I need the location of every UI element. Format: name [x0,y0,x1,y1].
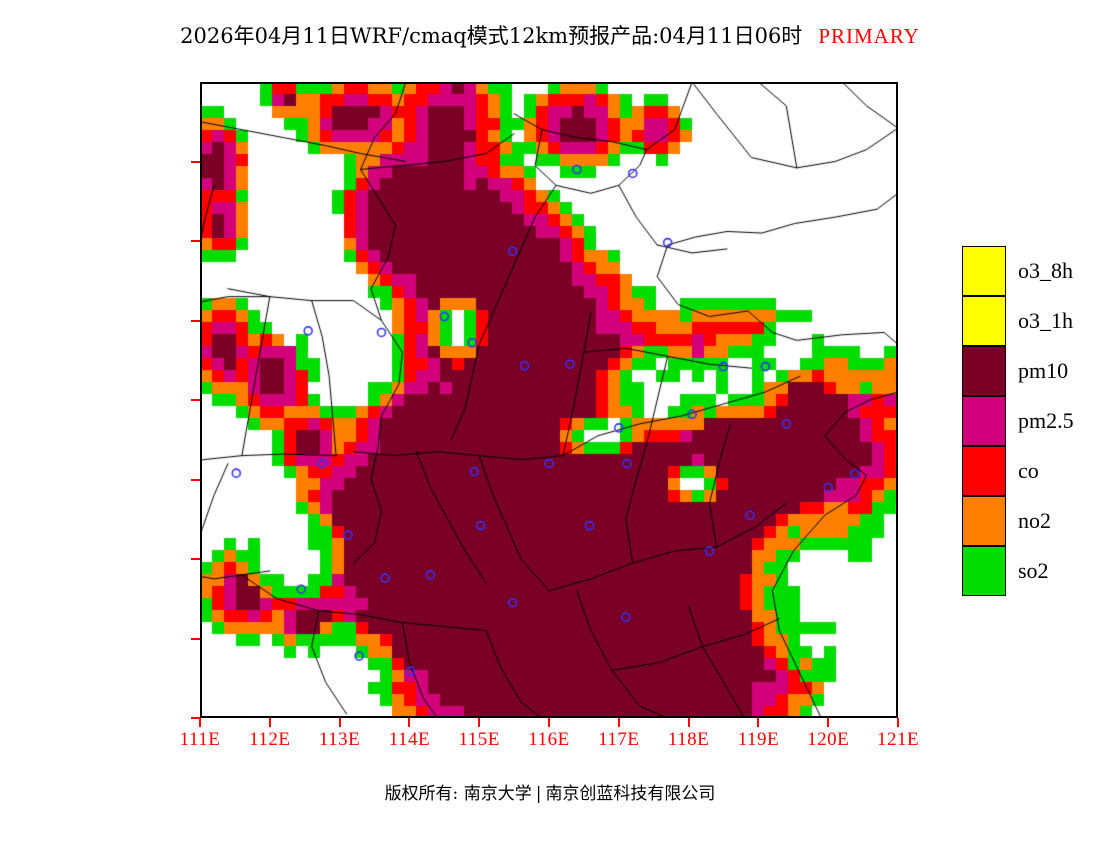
page-title: 2026年04月11日WRF/cmaq模式12km预报产品:04月11日06时 P… [0,20,1100,50]
x-tick-label-112E: 112E [249,729,291,750]
legend-label-so2: so2 [1018,558,1049,583]
legend-swatch-pm2.5 [962,396,1006,446]
legend-swatch-o3_8h [962,246,1006,296]
y-tick-mark [191,399,200,401]
x-tick-label-118E: 118E [667,729,710,750]
x-tick-label-115E: 115E [458,729,500,750]
legend-label-pm10: pm10 [1018,358,1069,383]
footer-left-text: 版权所有: 南京大学 [384,784,532,804]
x-tick-mark [687,718,690,727]
x-tick-mark [897,718,899,727]
y-tick-mark [191,558,200,560]
x-tick-mark [338,718,341,727]
x-tick-label-114E: 114E [388,729,431,750]
x-tick-label-113E: 113E [318,729,361,750]
x-tick-label-120E: 120E [807,729,850,750]
x-tick-mark [757,718,760,727]
x-tick-label-116E: 116E [528,729,570,750]
y-tick-mark [191,160,200,163]
x-tick-mark [199,718,201,727]
legend-label-no2: no2 [1018,508,1051,533]
legend-swatch-o3_1h [962,296,1006,346]
x-tick-mark [268,718,271,727]
footer-right-text: 南京创蓝科技有限公司 [545,784,716,804]
y-tick-mark [191,637,200,640]
x-tick-mark [827,718,830,727]
y-tick-mark [191,240,200,242]
legend-swatch-co [962,446,1006,496]
y-tick-mark [191,319,200,322]
x-tick-mark [548,718,550,727]
x-tick-mark [617,718,620,727]
title-main-text: 2026年04月11日WRF/cmaq模式12km预报产品:04月11日06时 [180,24,803,48]
map-plot-area[interactable] [200,82,898,718]
legend-label-pm2.5: pm2.5 [1018,408,1074,433]
x-tick-label-121E: 121E [876,729,920,750]
title-primary-tag: PRIMARY [818,24,920,48]
pollutant-heatmap-canvas[interactable] [200,82,898,718]
legend-label-co: co [1018,458,1039,483]
x-tick-label-111E: 111E [179,729,221,750]
y-tick-mark [191,717,200,719]
legend-swatch-no2 [962,496,1006,546]
x-tick-label-119E: 119E [737,729,780,750]
legend-label-o3_1h: o3_1h [1018,308,1073,333]
footer-separator: | [535,784,542,804]
legend-label-o3_8h: o3_8h [1018,258,1073,283]
legend-swatch-so2 [962,546,1006,596]
y-tick-mark [191,478,200,481]
x-tick-label-117E: 117E [598,729,640,750]
legend-swatch-pm10 [962,346,1006,396]
x-tick-mark [478,718,481,727]
copyright-footer: 版权所有: 南京大学 | 南京创蓝科技有限公司 [0,779,1100,804]
x-tick-mark [408,718,411,727]
